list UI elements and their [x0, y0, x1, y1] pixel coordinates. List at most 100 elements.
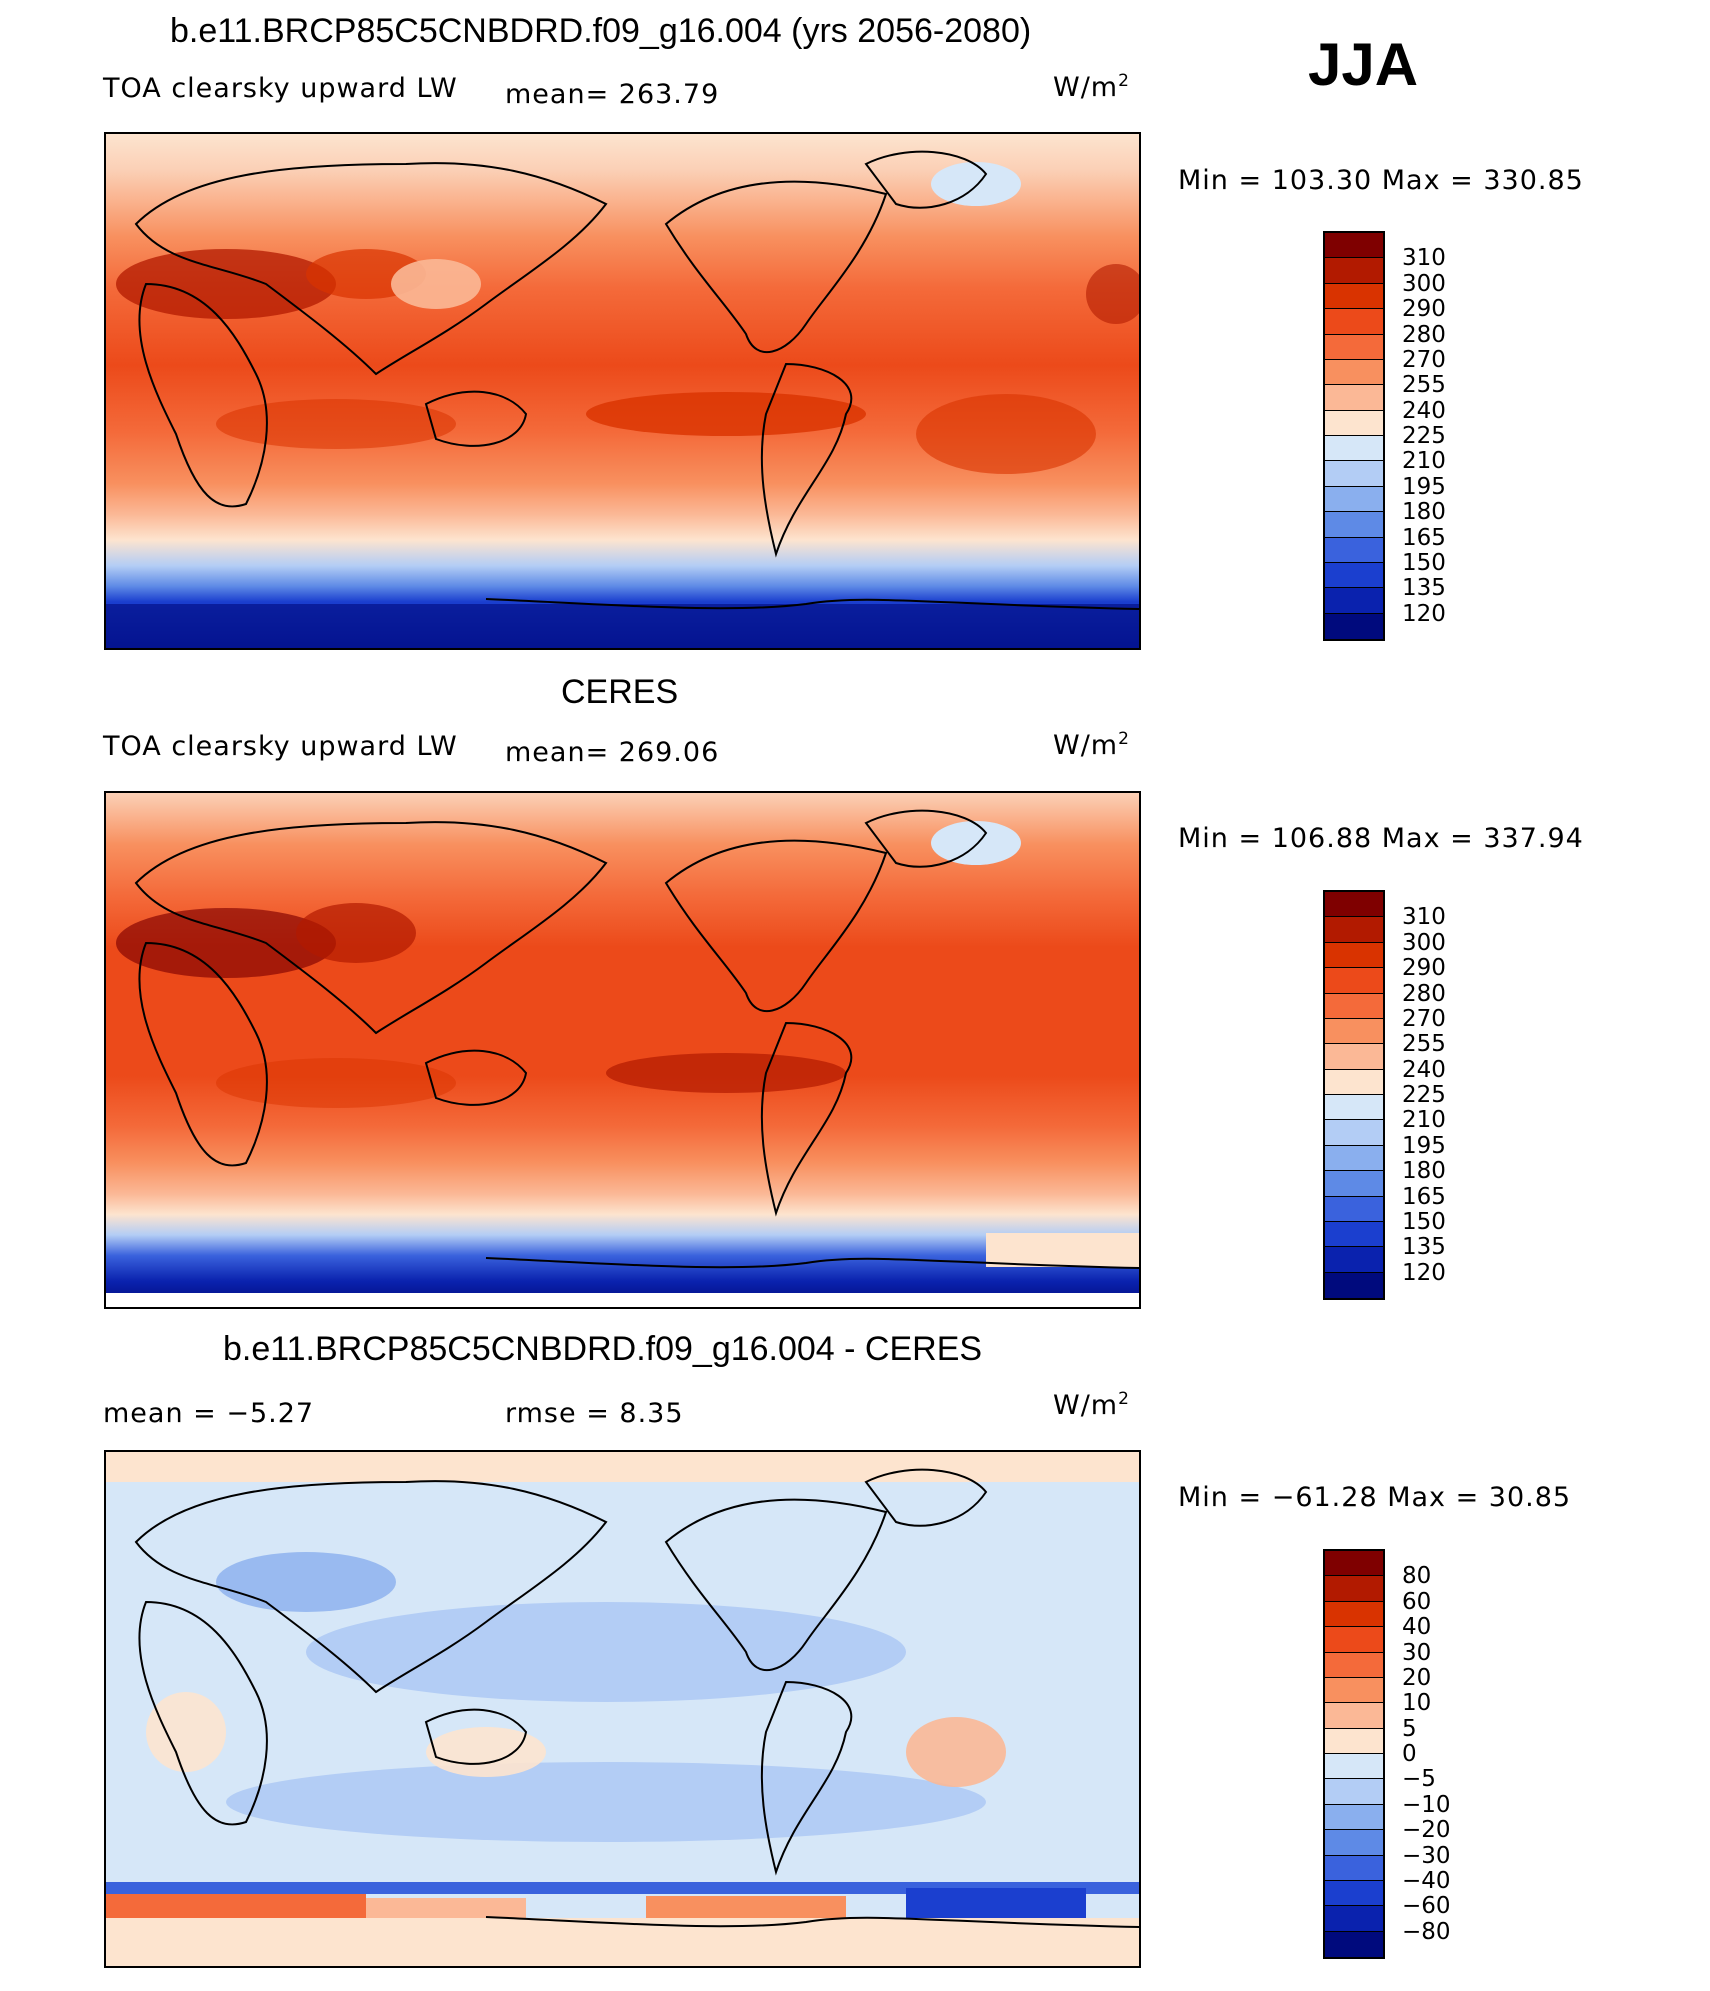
colorbar-tick-label: 270: [1402, 346, 1446, 373]
panel1-map: [104, 132, 1141, 650]
panel2-map: [104, 791, 1141, 1309]
colorbar-swatch: [1325, 1120, 1383, 1146]
colorbar-swatch: [1325, 1880, 1383, 1907]
colorbar-tick-label: 310: [1402, 904, 1446, 931]
colorbar-swatch: [1325, 512, 1383, 538]
colorbar-swatch: [1325, 1601, 1383, 1628]
colorbar-tick-label: −20: [1402, 1817, 1451, 1844]
colorbar-tick-label: 60: [1402, 1588, 1432, 1615]
colorbar-tick-label: 195: [1402, 1132, 1446, 1159]
colorbar-swatch: [1325, 1677, 1383, 1704]
colorbar-tick-label: 225: [1402, 1082, 1446, 1108]
colorbar-tick-label: 225: [1402, 423, 1446, 449]
season-label: JJA: [1308, 31, 1419, 98]
panel3-rmse: rmse = 8.35: [505, 1398, 684, 1429]
panel2-title: CERES: [561, 673, 679, 711]
colorbar-swatch: [1325, 283, 1383, 310]
colorbar-swatch: [1325, 917, 1383, 943]
colorbar-swatch: [1325, 1728, 1383, 1754]
colorbar-tick-label: 290: [1402, 955, 1446, 982]
colorbar-swatch: [1325, 1145, 1383, 1172]
colorbar-tick-label: 150: [1402, 549, 1446, 576]
colorbar-swatch: [1325, 1855, 1383, 1881]
colorbar-tick-label: −5: [1402, 1766, 1436, 1793]
colorbar-tick-label: 180: [1402, 499, 1446, 526]
colorbar-tick-label: 5: [1402, 1715, 1417, 1742]
colorbar-swatch: [1325, 309, 1383, 335]
colorbar-tick-label: 120: [1402, 600, 1446, 627]
colorbar-tick-label: 310: [1402, 245, 1446, 272]
colorbar-swatch: [1325, 562, 1383, 589]
colorbar-tick-label: 290: [1402, 296, 1446, 323]
panel3-colorbar: [1323, 1549, 1385, 1959]
colorbar-swatch: [1325, 1044, 1383, 1070]
colorbar-swatch: [1325, 1247, 1383, 1273]
colorbar-tick-label: 270: [1402, 1005, 1446, 1032]
colorbar-swatch: [1325, 1221, 1383, 1248]
colorbar-tick-label: 300: [1402, 929, 1446, 956]
colorbar-swatch: [1325, 359, 1383, 386]
colorbar-tick-label: 165: [1402, 1183, 1446, 1210]
colorbar-tick-label: −10: [1402, 1791, 1451, 1818]
colorbar-tick-label: 255: [1402, 1031, 1446, 1058]
colorbar-tick-label: 120: [1402, 1259, 1446, 1286]
colorbar-tick-label: −40: [1402, 1867, 1451, 1894]
colorbar-swatch: [1325, 1906, 1383, 1932]
colorbar-swatch: [1325, 410, 1383, 436]
colorbar-tick-label: 210: [1402, 448, 1446, 475]
colorbar-swatch: [1325, 1069, 1383, 1095]
panel3-minmax: Min = −61.28 Max = 30.85: [1178, 1482, 1572, 1513]
colorbar-swatch: [1325, 258, 1383, 284]
colorbar-swatch: [1325, 993, 1383, 1019]
colorbar-swatch: [1325, 1804, 1383, 1831]
colorbar-swatch: [1325, 461, 1383, 487]
colorbar-swatch: [1325, 1830, 1383, 1856]
panel2-minmax: Min = 106.88 Max = 337.94: [1178, 823, 1584, 854]
colorbar-tick-label: −80: [1402, 1918, 1451, 1945]
colorbar-tick-label: 135: [1402, 1234, 1446, 1261]
colorbar-tick-label: 0: [1402, 1741, 1417, 1767]
colorbar-swatch: [1325, 486, 1383, 513]
colorbar-tick-label: 20: [1402, 1664, 1432, 1691]
colorbar-swatch: [1325, 613, 1383, 639]
colorbar-tick-label: 280: [1402, 980, 1446, 1007]
colorbar-tick-label: 10: [1402, 1690, 1432, 1717]
colorbar-tick-label: 30: [1402, 1639, 1432, 1666]
colorbar-tick-label: 80: [1402, 1563, 1432, 1590]
colorbar-tick-label: −30: [1402, 1842, 1451, 1869]
colorbar-tick-label: 210: [1402, 1107, 1446, 1134]
colorbar-tick-label: 40: [1402, 1614, 1432, 1641]
colorbar-tick-label: 135: [1402, 575, 1446, 602]
panel3-map: [104, 1450, 1141, 1968]
panel1-mean: mean= 263.79: [505, 79, 720, 110]
colorbar-tick-label: 255: [1402, 372, 1446, 399]
panel1-variable: TOA clearsky upward LW: [103, 73, 458, 104]
colorbar-swatch: [1325, 1754, 1383, 1780]
colorbar-swatch: [1325, 1551, 1383, 1577]
colorbar-swatch: [1325, 1627, 1383, 1653]
colorbar-swatch: [1325, 334, 1383, 360]
colorbar-swatch: [1325, 1171, 1383, 1197]
panel3-units: W/m2: [1053, 1389, 1130, 1421]
colorbar-tick-label: 280: [1402, 321, 1446, 348]
panel2-mean: mean= 269.06: [505, 737, 720, 768]
panel3-title: b.e11.BRCP85C5CNBDRD.f09_g16.004 - CERES: [223, 1330, 983, 1368]
colorbar-tick-label: 150: [1402, 1208, 1446, 1235]
panel1-title: b.e11.BRCP85C5CNBDRD.f09_g16.004 (yrs 20…: [170, 12, 1032, 50]
colorbar-tick-label: 195: [1402, 473, 1446, 500]
colorbar-swatch: [1325, 968, 1383, 994]
colorbar-swatch: [1325, 1576, 1383, 1602]
panel1-minmax: Min = 103.30 Max = 330.85: [1178, 165, 1584, 196]
panel2-units: W/m2: [1053, 729, 1130, 761]
colorbar-swatch: [1325, 385, 1383, 411]
colorbar-swatch: [1325, 1931, 1383, 1957]
panel2-variable: TOA clearsky upward LW: [103, 731, 458, 762]
colorbar-swatch: [1325, 233, 1383, 259]
colorbar-swatch: [1325, 588, 1383, 614]
colorbar-swatch: [1325, 1018, 1383, 1045]
colorbar-swatch: [1325, 1703, 1383, 1729]
colorbar-swatch: [1325, 1272, 1383, 1298]
colorbar-swatch: [1325, 1196, 1383, 1222]
colorbar-tick-label: 180: [1402, 1158, 1446, 1185]
colorbar-swatch: [1325, 892, 1383, 918]
